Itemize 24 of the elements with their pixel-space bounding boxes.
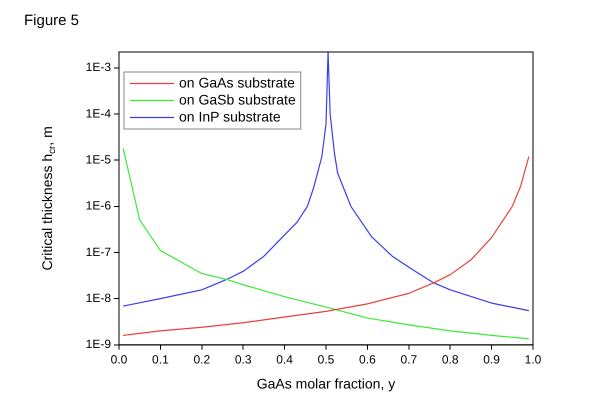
x-axis-title: GaAs molar fraction, y — [256, 375, 396, 392]
x-tick-label: 0.7 — [400, 352, 418, 366]
legend-label: on GaAs substrate — [179, 74, 296, 90]
chart-title: Figure 5 — [24, 12, 80, 30]
x-tick-label: 0.5 — [318, 352, 335, 366]
x-tick-label: 0.8 — [442, 352, 459, 366]
x-tick-label: 0.2 — [193, 352, 210, 366]
x-tick-label: 0.3 — [234, 352, 252, 366]
x-tick-label: 0.1 — [152, 352, 170, 366]
y-axis-title: Critical thickness hcr, m — [38, 126, 58, 271]
y-tick-label: 1E-3 — [86, 60, 112, 74]
x-tick-label: 0.9 — [483, 352, 500, 366]
y-tick-label: 1E-4 — [86, 106, 112, 120]
y-tick-label: 1E-5 — [86, 152, 112, 166]
x-tick-label: 0.0 — [110, 352, 128, 366]
x-tick-label: 1.0 — [524, 352, 542, 366]
legend-label: on InP substrate — [179, 108, 281, 124]
legend-label: on GaSb substrate — [179, 91, 296, 108]
x-tick-label: 0.6 — [359, 352, 376, 366]
y-tick-label: 1E-7 — [86, 244, 112, 259]
y-tick-label: 1E-8 — [86, 290, 112, 305]
y-tick-label: 1E-9 — [86, 337, 112, 352]
y-tick-label: 1E-6 — [86, 198, 112, 213]
x-tick-label: 0.4 — [276, 352, 294, 366]
